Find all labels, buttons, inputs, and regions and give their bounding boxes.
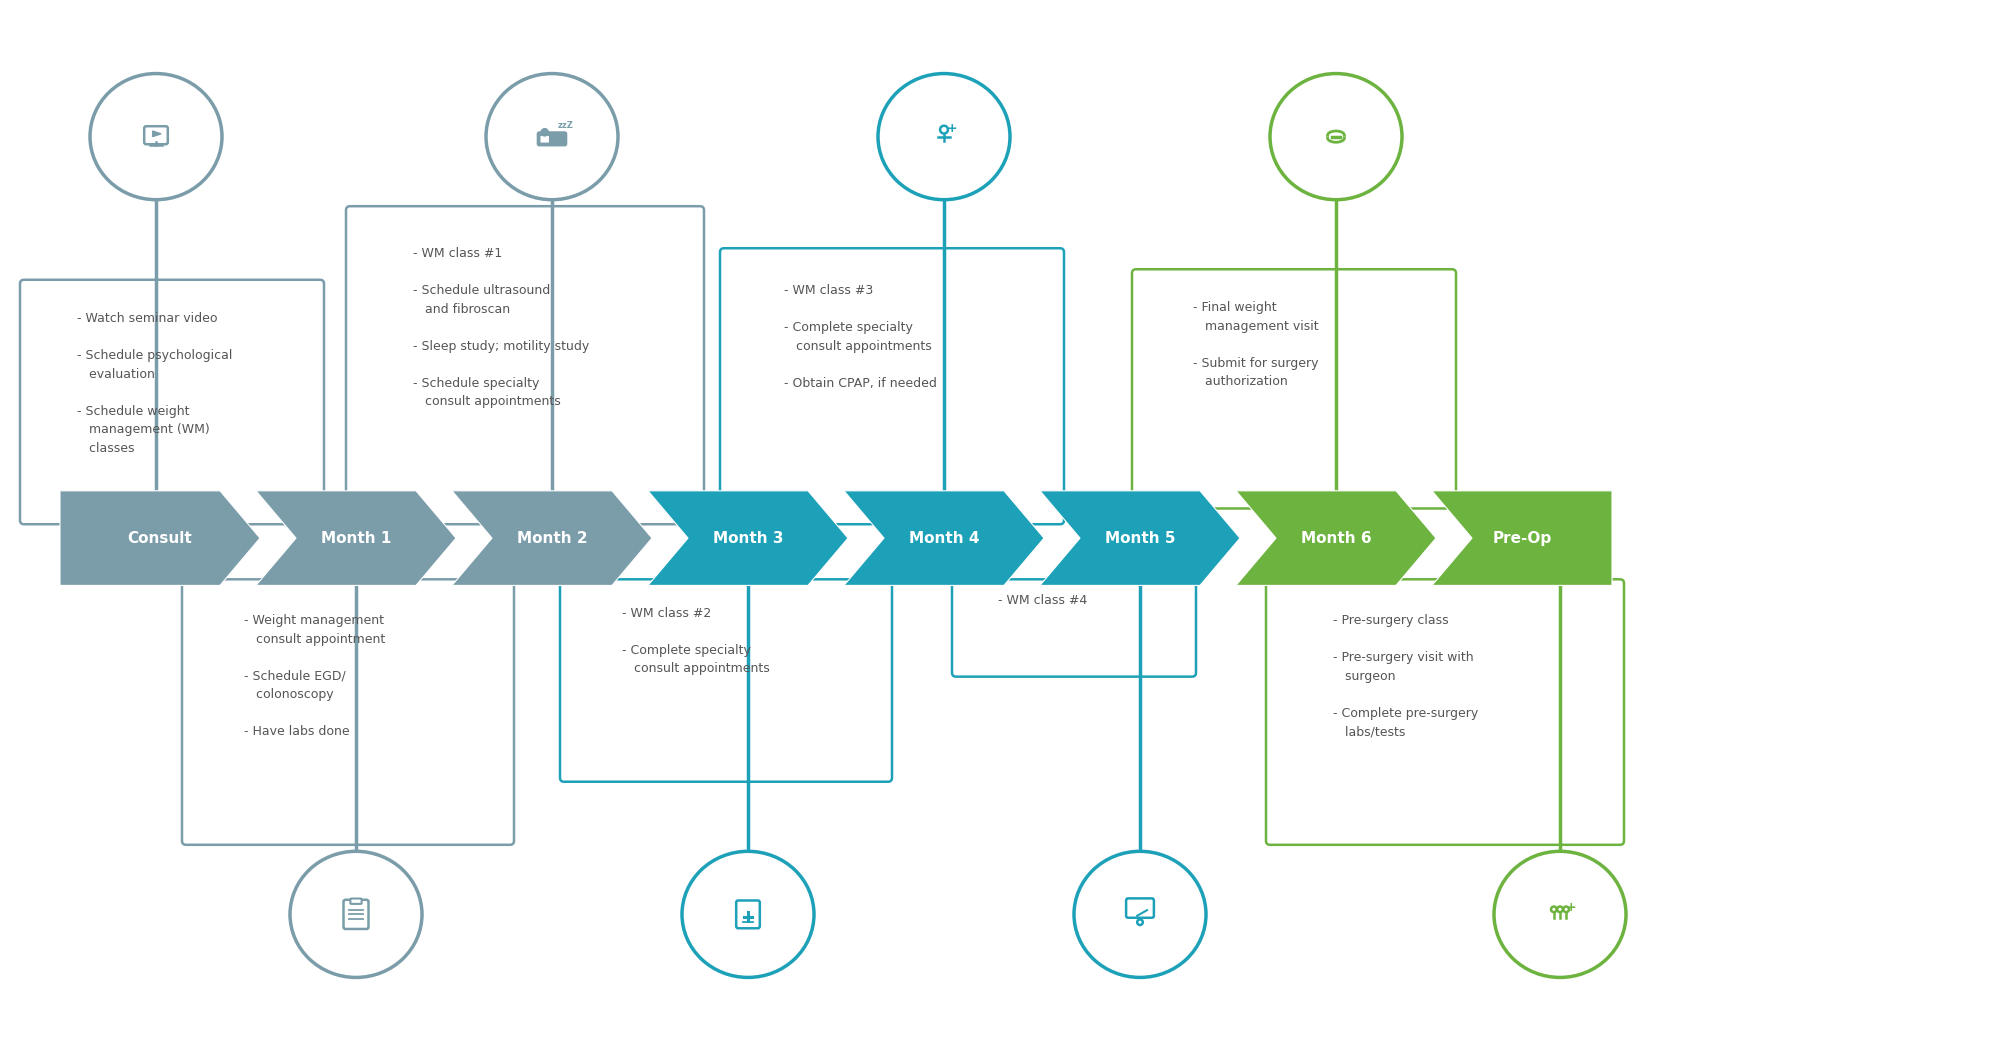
Text: - Pre-surgery class

- Pre-surgery visit with
   surgeon

- Complete pre-surgery: - Pre-surgery class - Pre-surgery visit … (1332, 614, 1478, 738)
Polygon shape (256, 491, 456, 585)
Text: zzZ: zzZ (558, 121, 574, 129)
Ellipse shape (486, 74, 618, 200)
Polygon shape (844, 491, 1044, 585)
Ellipse shape (90, 74, 222, 200)
Text: - WM class #2

- Complete specialty
   consult appointments: - WM class #2 - Complete specialty consu… (622, 606, 770, 675)
Text: - WM class #1

- Schedule ultrasound
   and fibroscan

- Sleep study; motility s: - WM class #1 - Schedule ultrasound and … (414, 247, 590, 409)
FancyBboxPatch shape (952, 579, 1196, 677)
Ellipse shape (1270, 74, 1402, 200)
FancyBboxPatch shape (538, 132, 566, 146)
Polygon shape (1236, 491, 1436, 585)
Text: Month 5: Month 5 (1104, 531, 1176, 545)
Ellipse shape (1074, 851, 1206, 977)
Ellipse shape (1494, 851, 1626, 977)
Polygon shape (60, 491, 260, 585)
Text: Consult: Consult (128, 531, 192, 545)
Text: - Final weight
   management visit

- Submit for surgery
   authorization: - Final weight management visit - Submit… (1192, 301, 1318, 388)
Circle shape (542, 128, 548, 136)
Polygon shape (648, 491, 848, 585)
Text: Month 1: Month 1 (320, 531, 392, 545)
Ellipse shape (878, 74, 1010, 200)
Text: Pre-Op: Pre-Op (1492, 531, 1552, 545)
Polygon shape (152, 131, 162, 137)
Polygon shape (1040, 491, 1240, 585)
FancyBboxPatch shape (560, 579, 892, 782)
FancyBboxPatch shape (1132, 269, 1456, 509)
Polygon shape (452, 491, 652, 585)
Text: Month 4: Month 4 (908, 531, 980, 545)
Text: - WM class #4: - WM class #4 (998, 594, 1088, 607)
FancyBboxPatch shape (720, 248, 1064, 524)
Text: Month 3: Month 3 (712, 531, 784, 545)
FancyBboxPatch shape (540, 136, 550, 143)
FancyBboxPatch shape (350, 899, 362, 904)
Ellipse shape (290, 851, 422, 977)
Text: - Watch seminar video

- Schedule psychological
   evaluation

- Schedule weight: - Watch seminar video - Schedule psychol… (78, 312, 232, 455)
Text: +: + (1566, 901, 1576, 914)
FancyBboxPatch shape (1266, 579, 1624, 845)
FancyBboxPatch shape (182, 579, 514, 845)
Text: Month 6: Month 6 (1300, 531, 1372, 545)
Text: - WM class #3

- Complete specialty
   consult appointments

- Obtain CPAP, if n: - WM class #3 - Complete specialty consu… (784, 285, 938, 390)
Text: - Weight management
   consult appointment

- Schedule EGD/
   colonoscopy

- Ha: - Weight management consult appointment … (244, 614, 386, 738)
Ellipse shape (682, 851, 814, 977)
Polygon shape (1432, 491, 1612, 585)
Text: +: + (946, 122, 958, 136)
FancyBboxPatch shape (20, 280, 324, 524)
FancyBboxPatch shape (346, 206, 704, 524)
Text: Month 2: Month 2 (516, 531, 588, 545)
